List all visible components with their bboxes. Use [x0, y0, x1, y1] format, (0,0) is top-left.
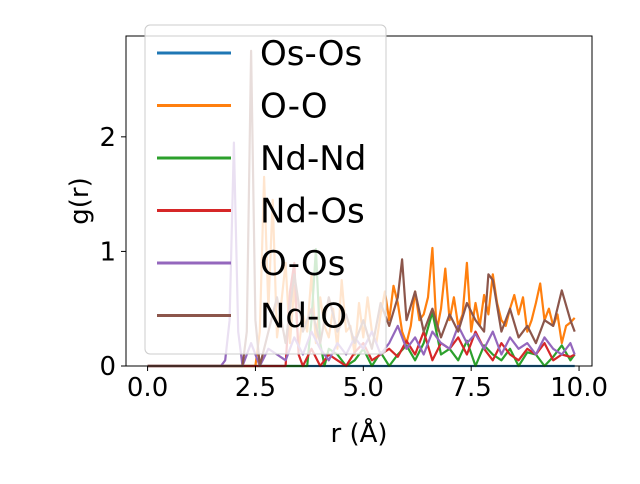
- y-axis-label: g(r): [65, 177, 95, 224]
- legend-label: O-O: [260, 87, 328, 127]
- legend-label: O-Os: [260, 244, 345, 284]
- legend-label: Os-Os: [260, 34, 362, 74]
- legend: Os-Os O-O Nd-Nd Nd-Os O-Os Nd-O: [144, 24, 387, 355]
- legend-entry: Nd-Nd: [157, 139, 366, 179]
- y-tick-label: 2: [99, 123, 116, 153]
- legend-entry: O-O: [157, 87, 328, 127]
- legend-entry: Nd-O: [157, 297, 347, 337]
- x-axis: 0.0 2.5 5.0 7.5 10.0: [127, 366, 608, 403]
- y-tick-label: 0: [99, 352, 116, 382]
- legend-label: Nd-Os: [260, 192, 365, 232]
- legend-frame: [144, 24, 387, 355]
- legend-label: Nd-Nd: [260, 139, 366, 179]
- x-axis-label: r (Å): [330, 417, 387, 449]
- x-tick-label: 10.0: [550, 373, 608, 403]
- x-tick-label: 7.5: [451, 373, 492, 403]
- legend-entry: O-Os: [157, 244, 345, 284]
- x-tick-label: 2.5: [235, 373, 276, 403]
- x-tick-label: 0.0: [127, 373, 168, 403]
- legend-label: Nd-O: [260, 297, 347, 337]
- y-axis: 0 1 2: [99, 123, 126, 382]
- y-tick-label: 1: [99, 237, 116, 267]
- legend-entry: Nd-Os: [157, 192, 365, 232]
- x-tick-label: 5.0: [343, 373, 384, 403]
- legend-entry: Os-Os: [157, 34, 362, 74]
